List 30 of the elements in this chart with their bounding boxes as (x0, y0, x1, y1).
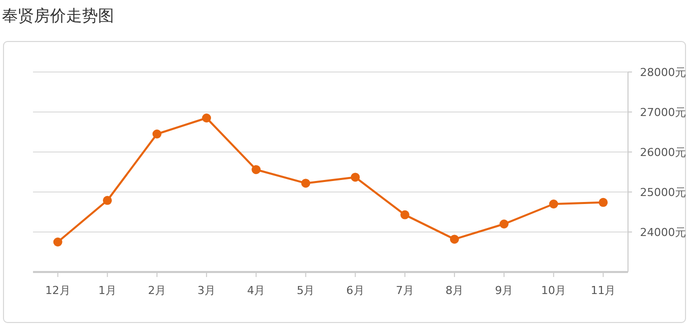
y-tick-label: 24000元 (640, 226, 686, 239)
point (598, 198, 608, 207)
x-tick-label: 11月 (590, 284, 616, 297)
x-tick-label: 8月 (445, 284, 464, 297)
point (350, 172, 360, 182)
x-tick-label: 3月 (198, 284, 216, 297)
point (102, 196, 112, 205)
y-tick-label: 26000元 (640, 146, 686, 159)
point (252, 165, 261, 174)
point (53, 238, 62, 246)
point (202, 114, 212, 122)
x-tick-label: 4月 (247, 284, 266, 297)
y-tick-label: 27000元 (640, 106, 686, 119)
x-tick-label: 6月 (346, 284, 364, 297)
y-tick-label: 25000元 (640, 186, 686, 199)
point (400, 210, 410, 220)
y-tick-label: 28000元 (640, 66, 686, 79)
x-tick-label: 12月 (45, 284, 70, 297)
point (450, 234, 459, 244)
x-tick-label: 9月 (495, 284, 514, 297)
x-tick-label: 10月 (541, 284, 566, 297)
x-tick-label: 5月 (296, 284, 315, 297)
point (500, 220, 509, 228)
point (549, 200, 558, 208)
point (301, 178, 310, 188)
point (152, 130, 162, 138)
title: 奉贤房价走势图 (2, 6, 114, 25)
x-tick-label: 2月 (148, 284, 166, 297)
x-tick-label: 7月 (396, 284, 414, 297)
x-tick-label: 1月 (98, 284, 116, 297)
